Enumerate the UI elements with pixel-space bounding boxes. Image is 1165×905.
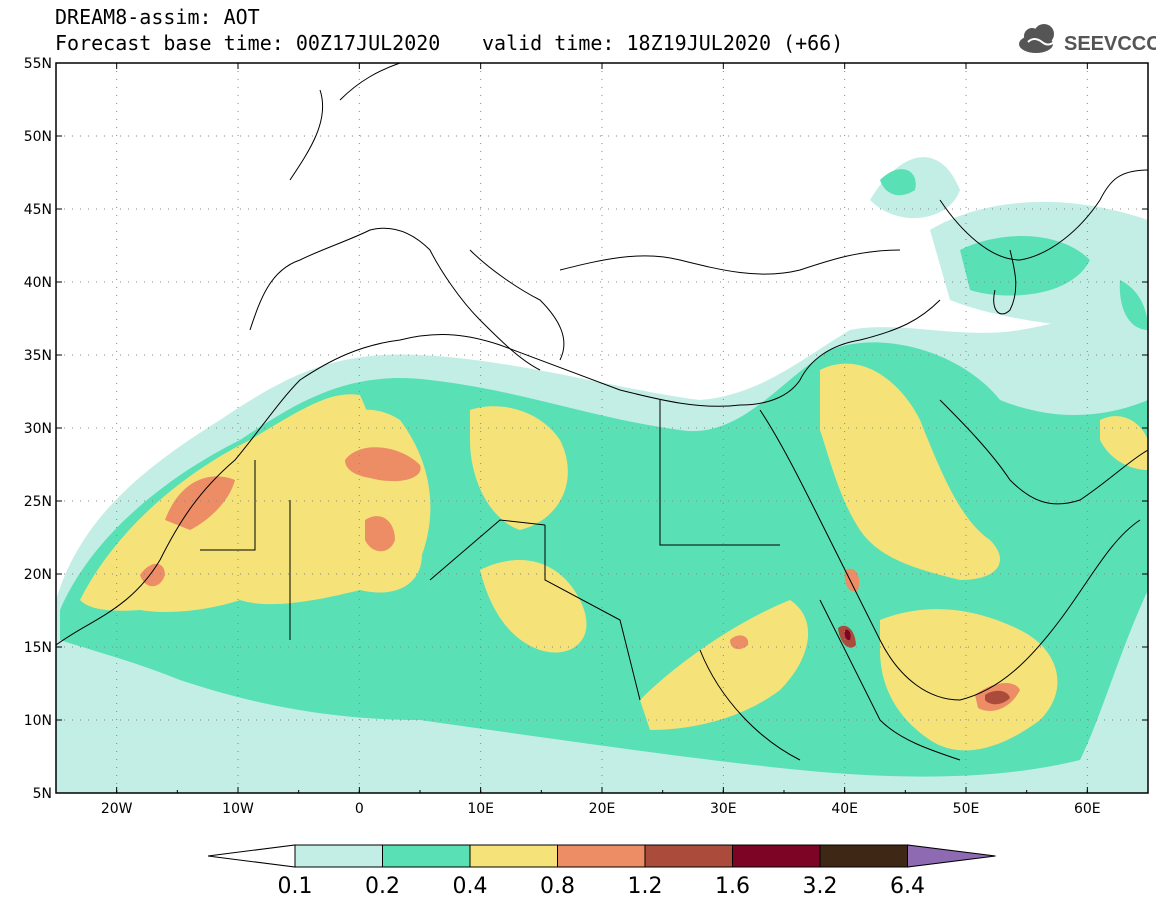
lat-label: 55N <box>24 56 52 72</box>
lat-label: 5N <box>33 786 52 802</box>
colorbar-label: 3.2 <box>803 874 838 899</box>
lon-label: 10E <box>467 801 494 817</box>
coastlines <box>56 63 1148 761</box>
colorbar-segment <box>294 844 383 868</box>
lat-label: 35N <box>24 348 52 364</box>
lat-label: 50N <box>24 129 52 145</box>
colorbar-segment <box>382 844 471 868</box>
axis-ticks <box>55 62 1149 794</box>
lon-label: 20E <box>589 801 616 817</box>
lon-label: 50E <box>953 801 980 817</box>
lon-label: 10W <box>222 801 254 817</box>
cloud-icon <box>1019 24 1055 53</box>
lat-label: 10N <box>24 713 52 729</box>
lon-label: 20W <box>101 801 133 817</box>
latitude-labels: 5N 10N 15N 20N 25N 30N 35N 40N 45N 50N 55N <box>24 56 52 802</box>
colorbar-label: 1.6 <box>715 874 750 899</box>
colorbar-label: 6.4 <box>890 874 925 899</box>
aot-level-1.2 <box>838 625 1010 705</box>
map-title: DREAM8-assim: AOT <box>55 5 260 29</box>
colorbar-segment <box>819 844 908 868</box>
longitude-labels: 20W 10W 0 10E 20E 30E 40E 50E 60E <box>101 801 1101 817</box>
graticule <box>56 63 1148 793</box>
lat-label: 25N <box>24 494 52 510</box>
lon-label: 40E <box>831 801 858 817</box>
colorbar-labels: 0.1 0.2 0.4 0.8 1.2 1.6 3.2 6.4 <box>278 874 926 899</box>
lon-label: 0 <box>355 801 364 817</box>
colorbar-label: 0.1 <box>278 874 313 899</box>
aot-field <box>56 157 1148 793</box>
seevccc-logo: SEEVCCC <box>1019 24 1156 55</box>
colorbar-segment <box>732 844 821 868</box>
colorbar-segment <box>557 844 646 868</box>
colorbar-label: 0.4 <box>453 874 488 899</box>
lat-label: 40N <box>24 275 52 291</box>
aot-level-1.6 <box>844 629 851 641</box>
lon-label: 60E <box>1074 801 1101 817</box>
colorbar-over-arrow <box>907 844 996 868</box>
lat-label: 20N <box>24 567 52 583</box>
colorbar-label: 0.2 <box>365 874 400 899</box>
valid-time: valid time: 18Z19JUL2020 (+66) <box>482 31 844 55</box>
colorbar-segment <box>644 844 733 868</box>
aot-level-0.2 <box>60 169 1148 777</box>
colorbar-segment <box>469 844 558 868</box>
colorbar-label: 0.8 <box>540 874 575 899</box>
lat-label: 15N <box>24 640 52 656</box>
lat-label: 30N <box>24 421 52 437</box>
forecast-base-time: Forecast base time: 00Z17JUL2020 <box>55 31 441 55</box>
logo-text: SEEVCCC <box>1064 33 1156 55</box>
colorbar-under-arrow <box>207 844 296 868</box>
colorbar-label: 1.2 <box>628 874 663 899</box>
lat-label: 45N <box>24 202 52 218</box>
colorbar <box>207 844 996 868</box>
lon-label: 30E <box>710 801 737 817</box>
